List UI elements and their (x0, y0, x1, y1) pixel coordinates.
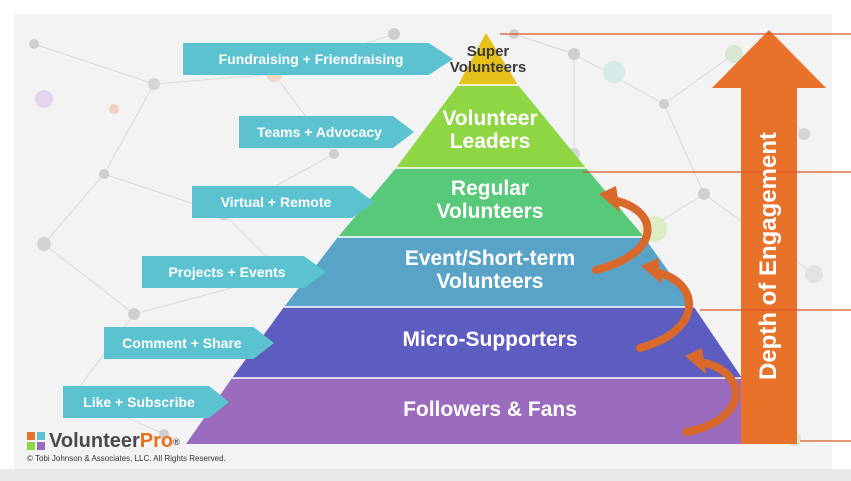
level-label-regular-volunteers: Regular Volunteers (436, 177, 544, 223)
depth-of-engagement-arrow (712, 30, 826, 444)
level-label-followers-fans: Followers & Fans (403, 398, 577, 421)
curl-arrow-icon (636, 268, 693, 352)
logo-registered-mark: ® (173, 436, 180, 447)
copyright-notice: © Tobi Johnson & Associates, LLC. All Ri… (27, 454, 226, 463)
logo-brand: Volunteer (49, 430, 140, 452)
volunteerpro-logo: Volunteer Pro ® (27, 430, 180, 453)
level-label-micro-supporters: Micro-Supporters (402, 328, 578, 351)
curl-arrow-icon (682, 358, 740, 436)
bottom-strip (0, 469, 851, 481)
pyramid-level-micro-supporters (232, 307, 742, 378)
pyramid-level-event-volunteers (284, 237, 694, 307)
tag-like-subscribe: Like + Subscribe (63, 386, 229, 418)
tag-teams-advocacy: Teams + Advocacy (239, 116, 414, 148)
depth-of-engagement-label: Depth of Engagement (755, 131, 782, 381)
pyramid-level-followers-fans (186, 378, 790, 444)
pyramid-level-super-volunteers (458, 33, 518, 85)
level-label-super-volunteers: Super Volunteers (449, 43, 527, 77)
tag-fundraising-friendraising: Fundraising + Friendraising (183, 43, 453, 75)
pyramid-level-volunteer-leaders (396, 85, 586, 168)
level-label-event-volunteers: Event/Short-term Volunteers (404, 247, 576, 293)
curl-arrowhead-icon (599, 186, 620, 212)
tag-projects-events: Projects + Events (142, 256, 326, 288)
curl-arrowhead-icon (685, 348, 706, 374)
level-label-volunteer-leaders: Volunteer Leaders (442, 107, 538, 153)
logo-mark (27, 432, 45, 450)
logo-brand-accent: Pro (139, 430, 174, 452)
tag-comment-share: Comment + Share (104, 327, 274, 359)
tag-virtual-remote: Virtual + Remote (192, 186, 374, 218)
pyramid-level-regular-volunteers (338, 168, 644, 237)
curl-arrow-icon (592, 196, 652, 274)
curl-arrowhead-icon (641, 258, 662, 284)
